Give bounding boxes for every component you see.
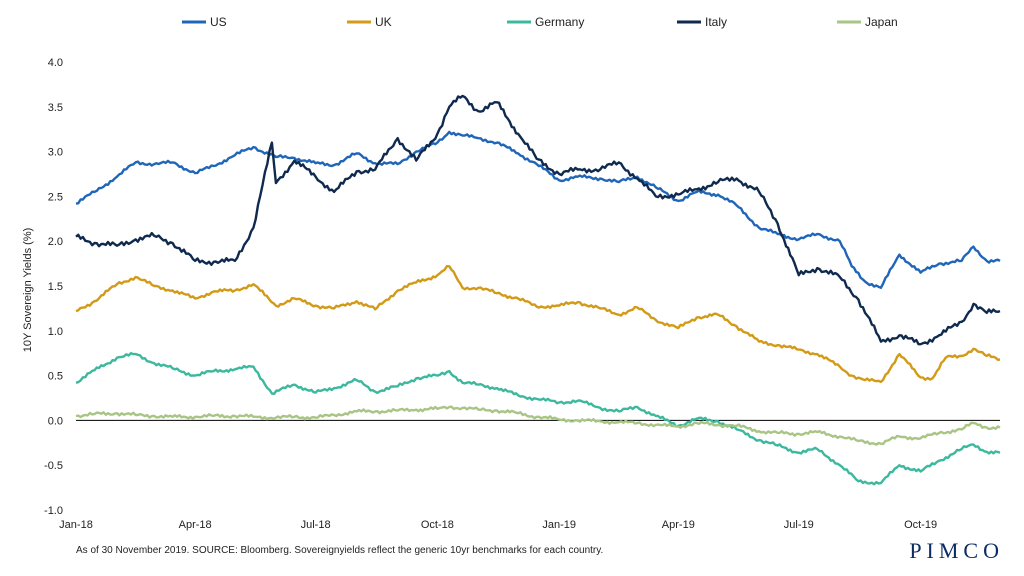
x-tick-label: Apr-19 xyxy=(662,519,695,531)
series-line-germany xyxy=(75,352,1001,486)
legend: US UK Germany Italy Japan xyxy=(182,15,898,29)
legend-label-italy: Italy xyxy=(705,15,727,29)
y-axis-title: 10Y Sovereign Yields (%) xyxy=(22,228,34,353)
legend-label-uk: UK xyxy=(375,15,392,29)
y-tick-label: 1.5 xyxy=(48,281,63,293)
y-tick-label: 0.5 xyxy=(48,371,63,383)
legend-label-us: US xyxy=(210,15,227,29)
y-tick-label: 2.0 xyxy=(48,236,63,248)
series-line-japan xyxy=(75,405,1001,446)
y-tick-label: -0.5 xyxy=(44,460,63,472)
series-line-italy xyxy=(75,94,1001,346)
x-axis: Jan-18 Apr-18 Jul-18 Oct-18 Jan-19 Apr-19 Jul-… xyxy=(59,519,937,531)
brand-logo: PIMCO xyxy=(909,538,1004,563)
y-tick-label: 1.0 xyxy=(48,326,63,338)
legend-label-germany: Germany xyxy=(535,15,584,29)
legend-label-japan: Japan xyxy=(865,15,898,29)
x-tick-label: Apr-18 xyxy=(179,519,212,531)
footnote: As of 30 November 2019. SOURCE: Bloomber… xyxy=(76,545,604,556)
series-line-us xyxy=(75,130,1001,289)
x-tick-label: Jul-19 xyxy=(784,519,814,531)
x-tick-label: Jan-19 xyxy=(542,519,576,531)
plot-area xyxy=(75,94,1001,486)
y-tick-label: 3.5 xyxy=(48,102,63,114)
y-axis: -1.0 -0.5 0.0 0.5 1.0 1.5 2.0 2.5 3.0 3.5 4.0 xyxy=(44,57,63,517)
x-tick-label: Jan-18 xyxy=(59,519,93,531)
y-tick-label: 3.0 xyxy=(48,147,63,159)
y-tick-label: 4.0 xyxy=(48,57,63,69)
x-tick-label: Oct-18 xyxy=(421,519,454,531)
y-tick-label: -1.0 xyxy=(44,505,63,517)
y-tick-label: 0.0 xyxy=(48,415,63,427)
series-line-uk xyxy=(75,265,1001,384)
y-tick-label: 2.5 xyxy=(48,191,63,203)
x-tick-label: Jul-18 xyxy=(301,519,331,531)
x-tick-label: Oct-19 xyxy=(904,519,937,531)
